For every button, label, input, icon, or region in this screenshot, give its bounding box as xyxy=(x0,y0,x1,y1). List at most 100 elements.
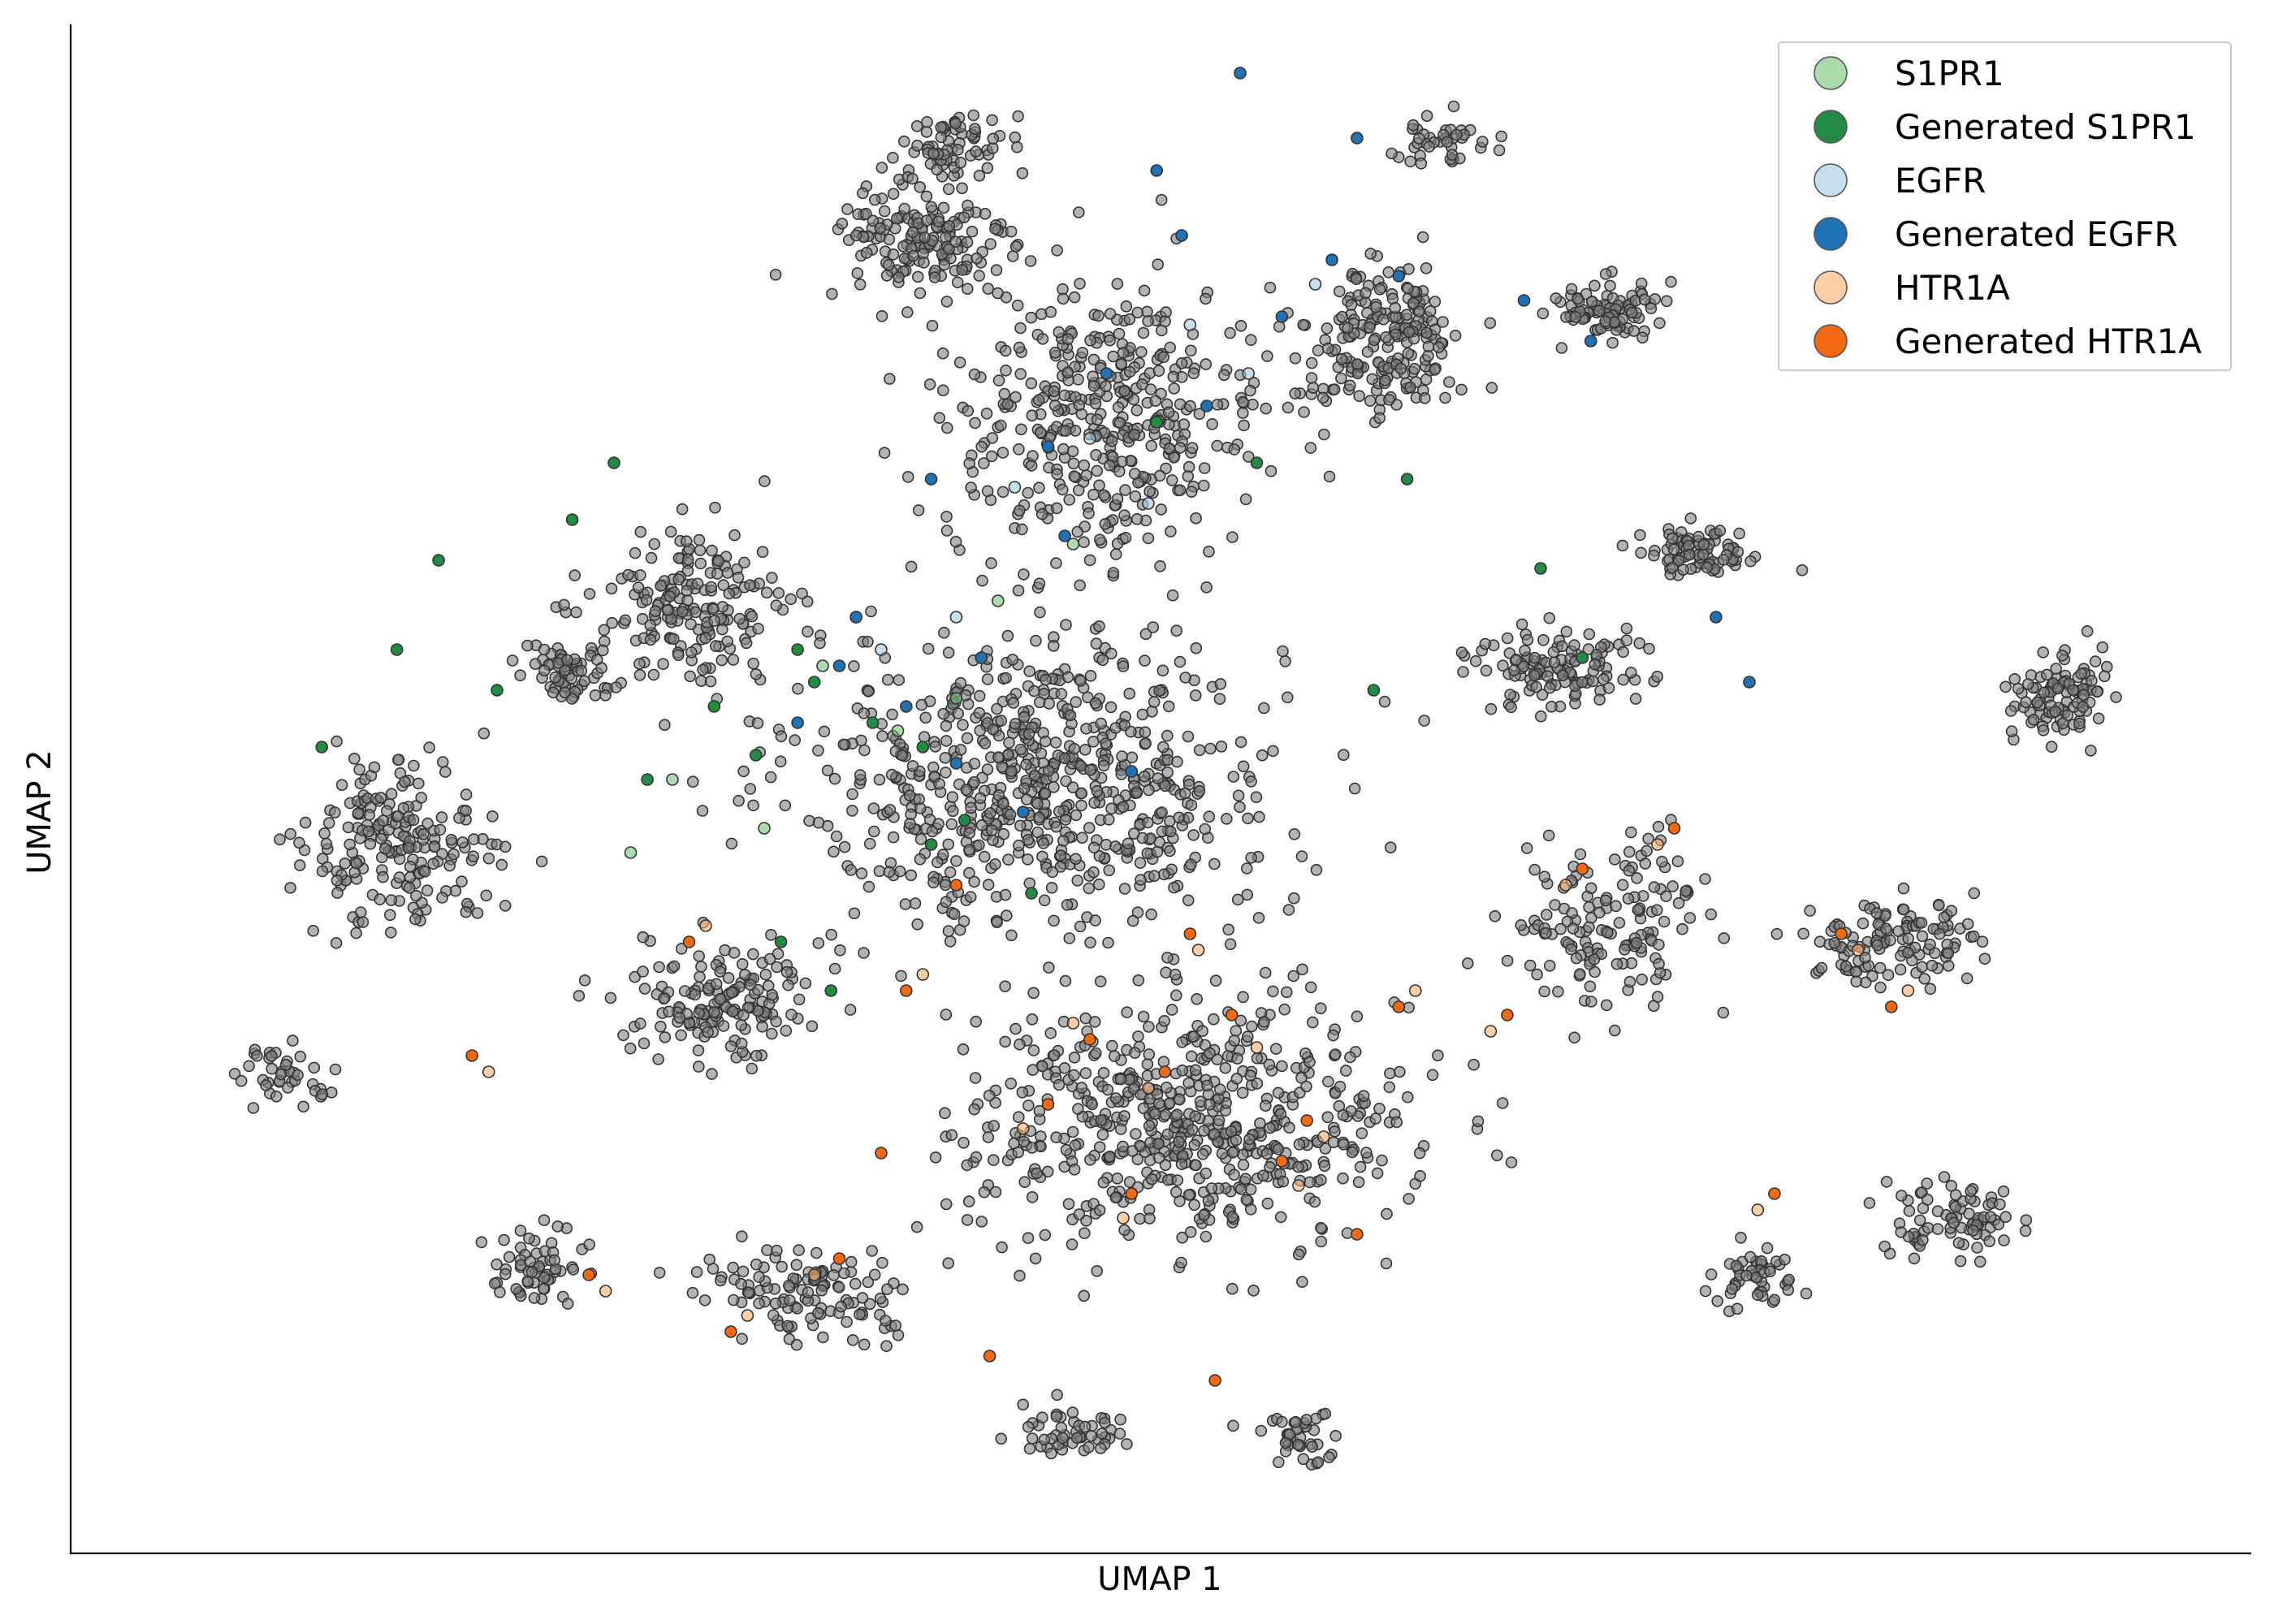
background-point xyxy=(1351,358,1364,370)
background-point xyxy=(956,264,969,276)
background-point xyxy=(1138,284,1151,297)
background-point xyxy=(293,859,306,871)
background-point xyxy=(1677,564,1689,577)
background-point xyxy=(901,470,914,483)
background-point xyxy=(1714,525,1727,537)
background-point xyxy=(1083,554,1096,567)
background-point xyxy=(658,992,670,1005)
data-point xyxy=(1392,1000,1406,1013)
background-point xyxy=(1088,797,1100,810)
background-point xyxy=(1201,1079,1213,1092)
background-point xyxy=(835,1300,847,1313)
data-point xyxy=(824,984,838,997)
background-point xyxy=(1111,538,1124,550)
background-point xyxy=(1620,634,1633,647)
background-point xyxy=(1111,493,1124,505)
background-point xyxy=(1583,921,1595,934)
background-point xyxy=(1319,1407,1332,1420)
background-point xyxy=(1016,1086,1029,1099)
background-point xyxy=(1620,622,1633,635)
background-point xyxy=(858,1338,871,1351)
background-point xyxy=(1652,820,1665,833)
data-point xyxy=(1242,367,1255,380)
background-point xyxy=(1283,1121,1295,1134)
background-point xyxy=(1318,428,1330,441)
legend-marker xyxy=(1814,56,1848,90)
background-point xyxy=(1134,1212,1146,1225)
data-point xyxy=(1743,676,1756,689)
background-point xyxy=(790,1259,803,1271)
background-point xyxy=(1348,782,1361,795)
background-point xyxy=(1006,654,1019,666)
background-point xyxy=(1258,1016,1270,1028)
background-point xyxy=(858,707,871,719)
background-point xyxy=(475,1236,488,1249)
data-point xyxy=(1066,1017,1080,1030)
background-point xyxy=(1170,624,1182,637)
background-point xyxy=(1132,974,1145,987)
background-point xyxy=(1086,1098,1098,1111)
background-point xyxy=(873,773,886,786)
background-point xyxy=(1128,827,1140,840)
background-point xyxy=(439,766,452,778)
data-point xyxy=(1484,1025,1498,1038)
background-point xyxy=(1074,759,1087,772)
background-point xyxy=(815,1284,828,1297)
background-point xyxy=(1651,991,1664,1003)
background-point xyxy=(1131,404,1143,417)
background-point xyxy=(1204,742,1217,755)
background-point xyxy=(1761,1242,1774,1255)
background-point xyxy=(1361,346,1374,358)
data-point xyxy=(315,741,329,754)
data-point xyxy=(699,919,712,932)
background-point xyxy=(1638,293,1651,306)
background-point xyxy=(1051,468,1063,481)
background-point xyxy=(1175,356,1188,369)
background-point xyxy=(690,606,702,619)
background-point xyxy=(1224,326,1236,339)
background-point xyxy=(1389,301,1402,314)
background-point xyxy=(1141,847,1154,860)
background-point xyxy=(723,587,736,600)
background-point xyxy=(2038,686,2051,699)
background-point xyxy=(1569,310,1582,323)
background-point xyxy=(933,777,945,790)
background-point xyxy=(1602,681,1615,694)
background-point xyxy=(1880,922,1892,935)
data-point xyxy=(1058,529,1071,542)
data-point xyxy=(1501,1009,1514,1021)
background-point xyxy=(1383,393,1395,406)
background-point xyxy=(958,1137,970,1149)
background-point xyxy=(350,857,363,870)
background-point xyxy=(423,741,435,754)
background-point xyxy=(1600,999,1613,1012)
data-point xyxy=(1225,1009,1239,1021)
data-point xyxy=(900,700,913,713)
background-point xyxy=(942,925,955,937)
background-point xyxy=(1228,1168,1240,1181)
background-point xyxy=(746,1062,759,1075)
background-point xyxy=(1208,857,1221,870)
background-point xyxy=(1400,309,1413,322)
background-point xyxy=(1857,917,1870,930)
background-point xyxy=(984,807,996,819)
background-point xyxy=(1169,968,1182,981)
data-point xyxy=(607,456,620,469)
background-point xyxy=(1068,1164,1081,1176)
background-point xyxy=(1433,341,1445,354)
background-point xyxy=(251,1050,263,1062)
background-point xyxy=(893,865,906,878)
background-point xyxy=(1050,820,1062,833)
background-point xyxy=(525,1266,538,1278)
background-point xyxy=(848,660,860,672)
background-point xyxy=(1009,131,1022,144)
background-point xyxy=(1105,647,1118,660)
background-point xyxy=(1292,1160,1304,1173)
background-point xyxy=(1039,787,1052,800)
background-point xyxy=(1515,618,1528,631)
background-point xyxy=(1003,736,1015,749)
background-point xyxy=(1011,299,1024,312)
background-point xyxy=(610,681,622,693)
background-point xyxy=(882,673,894,686)
background-point xyxy=(1582,643,1595,655)
